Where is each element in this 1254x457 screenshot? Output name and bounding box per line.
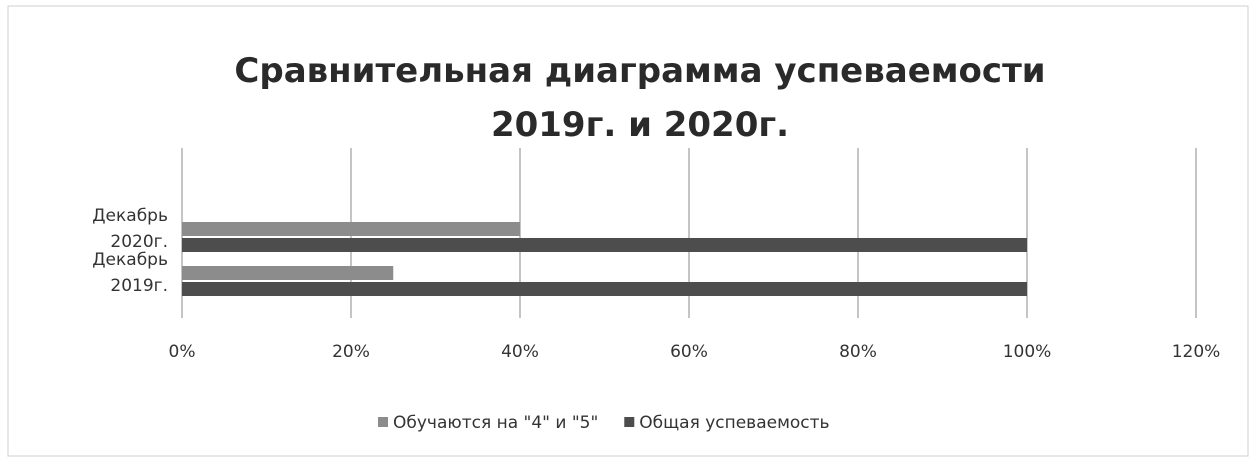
bar <box>182 222 520 236</box>
x-tick-label: 80% <box>839 342 877 362</box>
chart-title: Сравнительная диаграмма успеваемости 2019… <box>234 51 1045 145</box>
legend-label: Обучаются на "4" и "5" <box>393 413 598 433</box>
x-tick-label: 60% <box>670 342 708 362</box>
y-tick-label: Декабрь 2019г. <box>92 250 168 296</box>
bar <box>182 282 1027 296</box>
x-tick-label: 100% <box>1003 342 1052 362</box>
x-tick-label: 0% <box>169 342 196 362</box>
bar <box>182 266 394 280</box>
x-tick-label: 20% <box>332 342 370 362</box>
legend-swatch <box>624 417 635 427</box>
y-tick-label: Декабрь 2020г. <box>92 206 168 252</box>
legend-swatch <box>378 417 388 427</box>
x-tick-label: 120% <box>1172 342 1221 362</box>
x-tick-label: 40% <box>501 342 539 362</box>
legend-label: Общая успеваемость <box>639 413 829 433</box>
bar <box>182 238 1027 252</box>
